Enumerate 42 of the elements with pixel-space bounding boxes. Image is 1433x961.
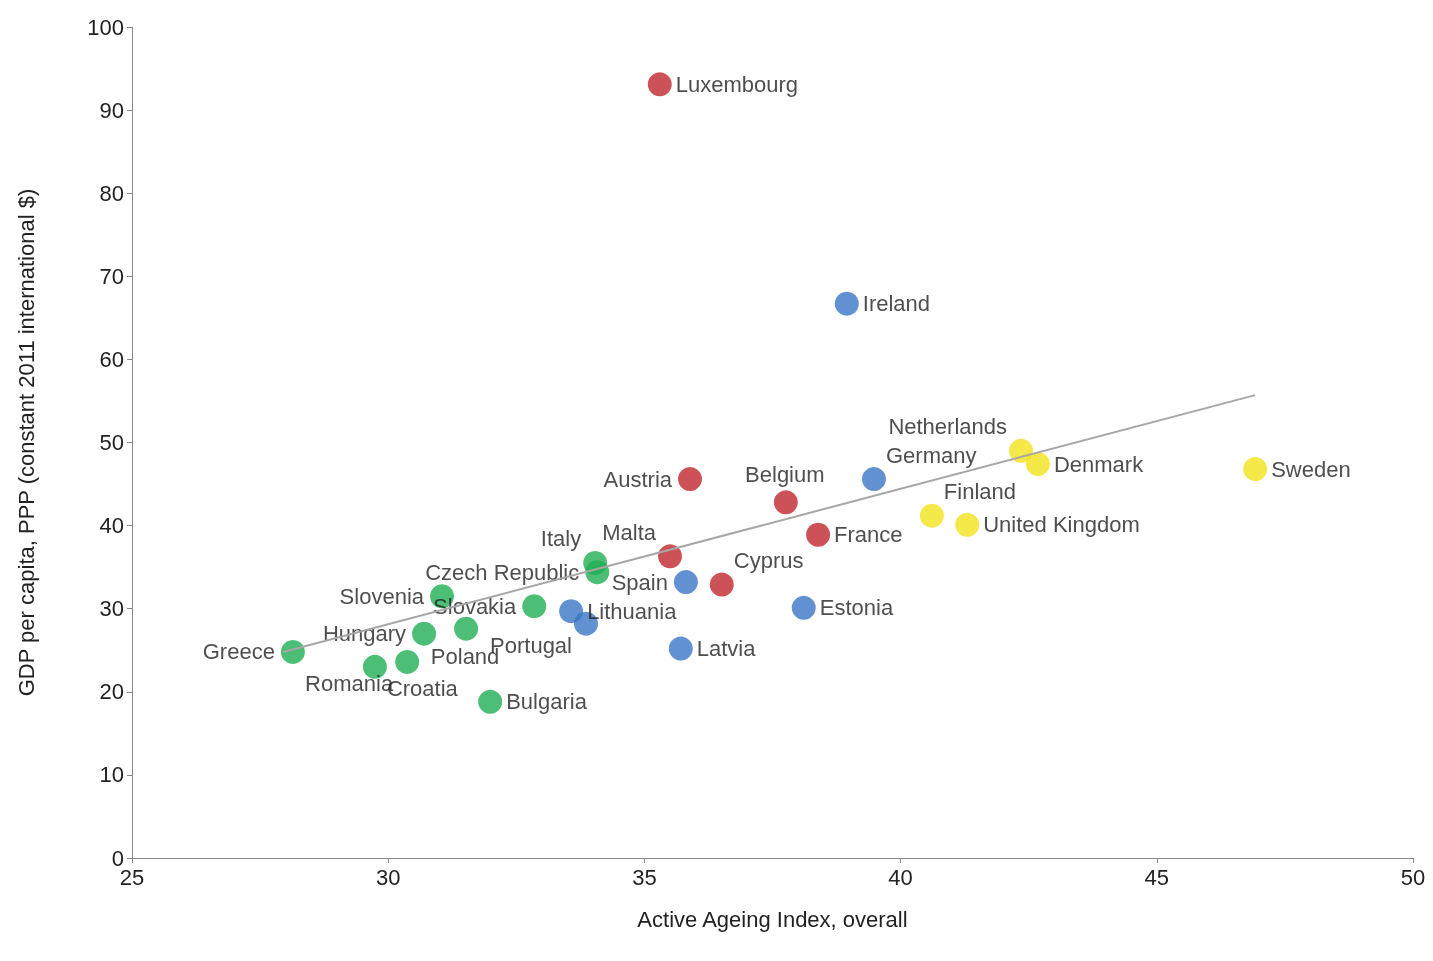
data-label: Ireland [862, 291, 931, 317]
data-label: Hungary [322, 621, 407, 647]
y-tick-label: 100 [87, 14, 124, 40]
data-label: France [834, 522, 903, 548]
data-label: Sweden [1271, 456, 1351, 482]
data-label: Malta [602, 519, 657, 545]
data-label: Cyprus [733, 548, 804, 574]
y-tick-label: 80 [99, 180, 124, 206]
data-label: Germany [885, 442, 977, 468]
data-label: Latvia [696, 636, 757, 662]
y-tick-label: 30 [99, 596, 124, 622]
data-label: Italy [540, 526, 582, 552]
y-tick-label: 50 [99, 430, 124, 455]
x-tick-label: 45 [1144, 864, 1170, 890]
data-label: Belgium [745, 461, 825, 487]
data-label: Bulgaria [506, 689, 588, 715]
y-tick-label: 90 [99, 97, 124, 123]
y-tick-label: 40 [99, 513, 124, 539]
y-tick-label: 60 [99, 346, 124, 372]
y-tick-label: 20 [99, 679, 124, 705]
x-tick-label: 30 [375, 864, 401, 890]
data-label: Slovakia [433, 593, 517, 619]
data-label: Finland [943, 479, 1017, 505]
data-label: Estonia [819, 595, 894, 621]
data-label: Lithuania [587, 598, 678, 624]
data-label: Netherlands [888, 414, 1008, 440]
y-tick-label: 70 [99, 263, 124, 289]
x-tick-label: 50 [1400, 864, 1426, 890]
x-axis-title: Active Ageing Index, overall [637, 906, 908, 932]
y-tick-label: 0 [111, 845, 124, 871]
y-tick-label: 10 [99, 762, 124, 788]
x-tick-label: 40 [888, 864, 913, 890]
x-tick-label: 35 [632, 864, 657, 890]
data-label: Czech Republic [425, 559, 580, 585]
data-label: Luxembourg [675, 71, 799, 97]
data-label: Austria [603, 466, 673, 492]
data-label: Greece [202, 639, 275, 665]
data-label: United Kingdom [983, 512, 1140, 538]
data-label: Denmark [1053, 451, 1145, 477]
y-axis-title: GDP per capita, PPP (constant 2011 international $) [13, 188, 39, 697]
data-label: Spain [611, 569, 668, 595]
data-label: Slovenia [339, 583, 425, 609]
